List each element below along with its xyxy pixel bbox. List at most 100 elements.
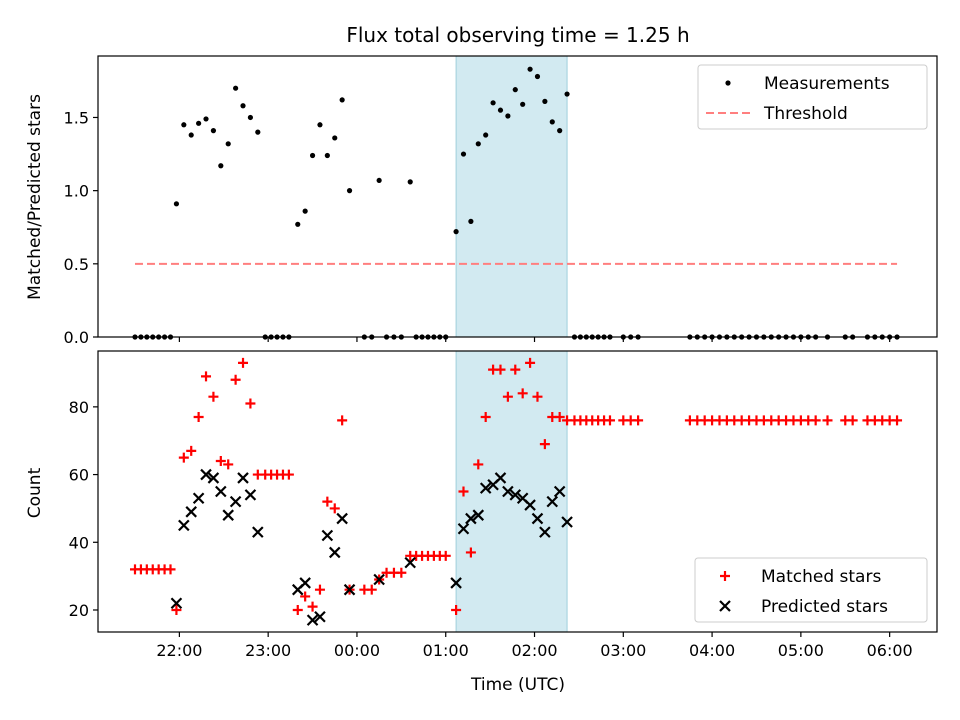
predicted-star-point (472, 509, 485, 521)
measurement-point (181, 122, 187, 128)
x-tick-label: 22:00 (156, 641, 202, 660)
measurement-point (332, 135, 338, 141)
matched-star-point (510, 364, 521, 375)
predicted-star-point (539, 526, 551, 538)
measurement-point (475, 141, 481, 147)
matched-star-point (300, 591, 311, 602)
y-axis-label-bottom: Count (25, 467, 45, 518)
matched-star-point (215, 456, 226, 467)
predicted-star-point (328, 546, 341, 559)
matched-star-point (892, 415, 903, 426)
legend-box (697, 64, 928, 130)
predicted-star-point (321, 529, 334, 542)
measurement-point (542, 98, 548, 104)
axes-frame (97, 55, 938, 338)
measurement-point (255, 129, 261, 135)
matched-star-point (502, 391, 513, 402)
measurement-point (233, 85, 239, 91)
predicted-star-point (244, 489, 257, 501)
measurement-point (557, 128, 563, 134)
matched-star-point (201, 371, 212, 382)
matched-star-point (396, 567, 407, 578)
measurement-point (520, 101, 526, 107)
y-tick-label: 0.0 (64, 328, 89, 347)
matched-star-point (292, 604, 303, 615)
predicted-star-point (229, 495, 242, 508)
x-axis-label: Time (UTC) (470, 675, 565, 695)
predicted-star-point (207, 472, 220, 484)
matched-star-point (604, 415, 615, 426)
y-tick-label: 60 (69, 466, 89, 485)
predicted-star-point (450, 577, 462, 589)
matched-star-point (193, 412, 204, 423)
predicted-star-point (546, 495, 559, 508)
measurement-point (549, 119, 555, 125)
matched-star-point (178, 452, 189, 463)
matched-star-point (337, 415, 348, 426)
predicted-star-point (178, 519, 190, 532)
matched-star-point (451, 604, 462, 615)
measurement-point (173, 201, 180, 207)
matched-star-point (633, 415, 644, 426)
predicted-star-point (479, 482, 492, 494)
matched-star-point (208, 391, 219, 402)
matched-star-point (283, 469, 294, 480)
legend-marker-measurements (725, 80, 731, 86)
predicted-star-point (561, 516, 573, 528)
chart-title: Flux total observing time = 1.25 h (346, 23, 689, 47)
measurement-point (302, 208, 308, 214)
measurement-point (210, 128, 217, 134)
measurement-point (534, 73, 541, 80)
measurement-point (218, 163, 224, 169)
y-tick-label: 0.5 (64, 255, 89, 274)
predicted-star-point (314, 610, 326, 623)
x-tick-label: 03:00 (600, 641, 646, 660)
matched-star-point (366, 584, 377, 595)
matched-star-point (458, 486, 469, 497)
legend-label: Threshold (763, 104, 848, 124)
measurement-point (490, 100, 496, 106)
measurement-point (225, 141, 231, 147)
legend-marker-matched (720, 571, 730, 581)
measurement-point (527, 66, 533, 72)
predicted-star-point (192, 492, 205, 505)
predicted-star-point (222, 509, 234, 521)
predicted-star-point (502, 485, 514, 498)
predicted-star-point (336, 512, 348, 525)
y-tick-label: 1.0 (64, 182, 89, 201)
highlighted-time-span (455, 55, 568, 338)
matched-star-point (554, 412, 565, 423)
predicted-star-point (252, 526, 264, 538)
x-tick-label: 05:00 (778, 641, 824, 660)
predicted-star-point (343, 583, 356, 596)
predicted-star-point (299, 577, 311, 589)
legend-label: Predicted stars (761, 597, 888, 617)
measurement-point (339, 97, 345, 103)
matched-star-point (307, 601, 318, 612)
matched-star-point (822, 415, 833, 426)
matched-star-point (539, 439, 550, 450)
measurement-point (376, 177, 382, 184)
x-tick-label: 04:00 (689, 641, 735, 660)
measurement-point (247, 114, 254, 121)
measurement-point (468, 218, 474, 224)
matched-star-point (245, 398, 256, 409)
predicted-star-point (237, 472, 249, 484)
predicted-star-point (457, 522, 470, 535)
predicted-star-point (373, 573, 385, 586)
measurement-point (240, 103, 246, 109)
matched-star-point (314, 584, 325, 595)
measurement-point (295, 221, 301, 227)
measurement-point (483, 132, 489, 138)
predicted-star-point (553, 485, 566, 498)
matched-star-point (322, 496, 333, 507)
measurement-point (453, 229, 459, 235)
matched-star-point (329, 503, 340, 514)
predicted-star-point (200, 468, 212, 481)
measurement-point (324, 152, 330, 159)
predicted-star-point (465, 512, 477, 525)
matched-star-point (847, 415, 858, 426)
matched-star-point (230, 374, 241, 385)
x-tick-label: 23:00 (245, 641, 291, 660)
matched-star-point (480, 412, 491, 423)
